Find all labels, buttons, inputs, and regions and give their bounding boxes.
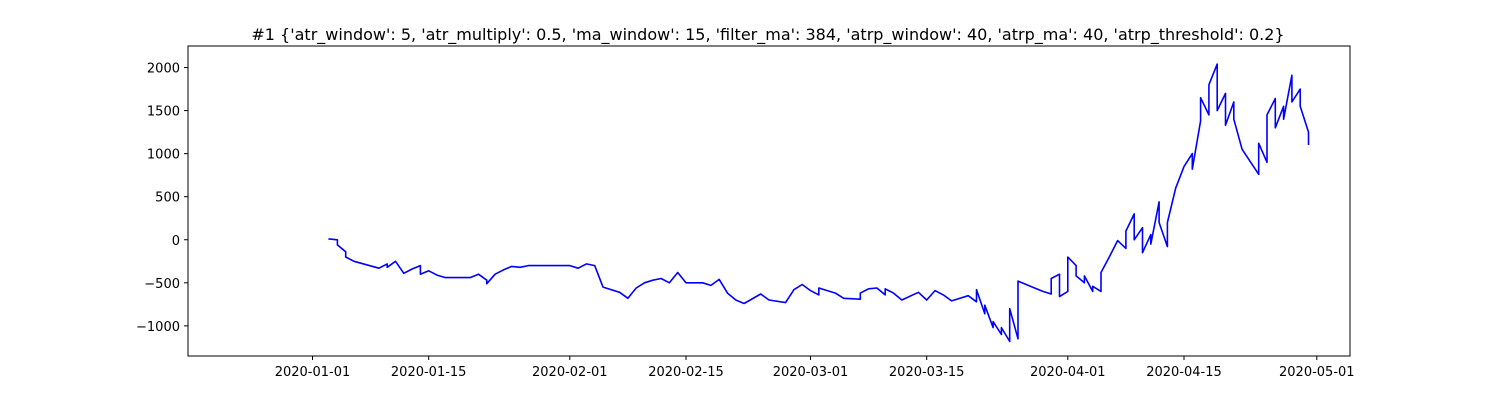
x-tick-label: 2020-01-01 [275, 365, 351, 380]
chart-title: #1 {'atr_window': 5, 'atr_multiply': 0.5… [251, 25, 1284, 45]
x-axis: 2020-01-01 2020-01-15 2020-02-01 2020-02-15… [275, 356, 1355, 380]
x-tick-label: 2020-04-15 [1146, 365, 1222, 380]
y-tick-label: −500 [144, 277, 180, 292]
y-tick-label: 500 [155, 191, 180, 206]
x-tick-label: 2020-04-01 [1030, 365, 1106, 380]
x-tick-label: 2020-05-01 [1279, 365, 1355, 380]
x-tick-label: 2020-03-01 [773, 365, 849, 380]
y-tick-label: 1000 [147, 148, 180, 163]
plot-frame [187, 45, 1351, 357]
x-tick-label: 2020-02-15 [648, 365, 724, 380]
x-tick-label: 2020-03-15 [889, 365, 965, 380]
x-tick-label: 2020-01-15 [391, 365, 467, 380]
series-layer [328, 63, 1310, 343]
y-tick-label: 2000 [147, 62, 180, 77]
y-axis: 2000 1500 1000 500 0 −500 −1000 [136, 62, 188, 335]
y-tick-label: −1000 [136, 320, 180, 335]
x-tick-label: 2020-02-01 [532, 365, 608, 380]
y-tick-label: 1500 [147, 105, 180, 120]
equity-series-line [328, 63, 1310, 343]
y-tick-label: 0 [172, 234, 180, 249]
